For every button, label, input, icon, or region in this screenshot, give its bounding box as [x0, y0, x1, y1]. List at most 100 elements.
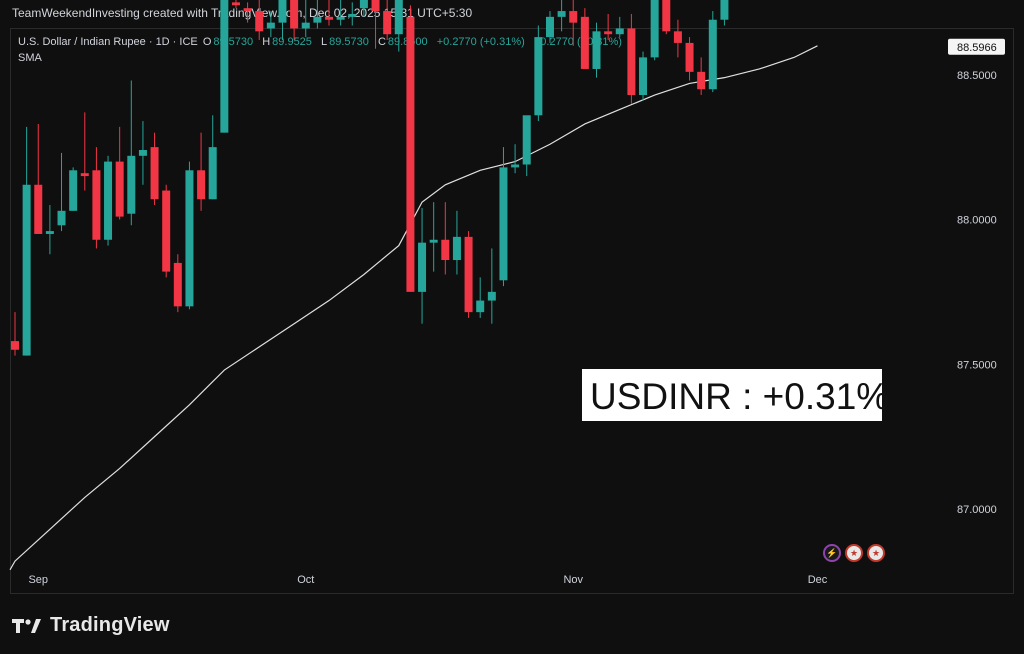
candle[interactable]	[208, 115, 217, 200]
candle[interactable]	[197, 132, 206, 211]
high-label: H	[262, 36, 271, 48]
candle[interactable]	[231, 0, 240, 9]
sma-indicator-label[interactable]: SMA	[18, 52, 42, 64]
candle[interactable]	[127, 80, 136, 226]
candle[interactable]	[534, 25, 543, 122]
candle[interactable]	[278, 0, 287, 41]
candle[interactable]	[138, 121, 147, 185]
candle[interactable]	[604, 13, 613, 41]
candle-body	[522, 115, 531, 165]
candle[interactable]	[80, 112, 89, 191]
candle-body	[138, 150, 147, 156]
candle-body	[57, 210, 66, 226]
candle[interactable]	[394, 0, 403, 52]
attribution-text: TeamWeekendInvesting created with Tradin…	[12, 6, 473, 20]
candle[interactable]	[441, 202, 450, 275]
candle[interactable]	[185, 161, 194, 310]
candle[interactable]	[173, 254, 182, 313]
candle-body	[429, 239, 438, 243]
candle[interactable]	[22, 126, 31, 356]
candle-body	[708, 19, 717, 90]
candle[interactable]	[325, 0, 334, 26]
open-label: O	[202, 36, 212, 48]
candle[interactable]	[34, 123, 43, 234]
candle-body	[197, 170, 206, 200]
candle[interactable]	[150, 132, 159, 206]
candle-body	[662, 0, 671, 32]
event-markers[interactable]: ⚡ ★ ★	[823, 544, 885, 562]
candle[interactable]	[708, 11, 717, 93]
candle[interactable]	[499, 147, 508, 287]
us-flag-icon[interactable]: ★	[867, 544, 885, 562]
candle[interactable]	[557, 0, 566, 32]
candle[interactable]	[662, 0, 671, 35]
candle[interactable]	[476, 277, 485, 318]
brand-footer[interactable]: TradingView	[12, 614, 170, 637]
candle[interactable]	[383, 0, 392, 41]
symbol-name: U.S. Dollar / Indian Rupee · 1D · ICE	[18, 36, 198, 48]
us-flag-icon[interactable]: ★	[845, 544, 863, 562]
candle[interactable]	[92, 147, 101, 249]
annotation-text: USDINR : +0.31%	[590, 376, 889, 417]
candle-body	[545, 16, 554, 38]
candle[interactable]	[639, 51, 648, 101]
candle[interactable]	[650, 0, 659, 61]
candle[interactable]	[545, 11, 554, 43]
candle-body	[452, 236, 461, 261]
candle-body	[231, 2, 240, 6]
candle[interactable]	[115, 126, 124, 220]
candle[interactable]	[429, 202, 438, 272]
candle-body	[627, 28, 636, 96]
candle[interactable]	[685, 37, 694, 81]
candle[interactable]	[359, 0, 368, 17]
sma-price-tag[interactable]	[948, 38, 1005, 55]
candle-body	[371, 0, 380, 12]
candle-body	[208, 147, 217, 200]
candle-body	[406, 16, 415, 292]
candle[interactable]	[371, 0, 380, 49]
candle-body	[220, 0, 229, 133]
chart-panel[interactable]	[10, 28, 1014, 594]
candle[interactable]	[592, 22, 601, 78]
candle[interactable]	[162, 184, 171, 278]
candle[interactable]	[255, 0, 264, 41]
candle[interactable]	[313, 0, 322, 29]
candle-body	[534, 37, 543, 116]
candle[interactable]	[104, 155, 113, 246]
candle[interactable]	[290, 0, 299, 41]
candle[interactable]	[69, 167, 78, 211]
candle[interactable]	[336, 0, 345, 26]
candle[interactable]	[45, 205, 54, 255]
candle[interactable]	[487, 248, 496, 324]
candle[interactable]	[266, 11, 275, 38]
candle[interactable]	[522, 115, 531, 177]
candle-body	[185, 170, 194, 307]
candle-body	[511, 164, 520, 168]
candle-body	[592, 31, 601, 69]
candle[interactable]	[615, 16, 624, 38]
candle[interactable]	[452, 210, 461, 275]
candle[interactable]	[11, 312, 19, 356]
candle[interactable]	[464, 231, 473, 318]
candle[interactable]	[220, 0, 229, 133]
event-lightning-icon[interactable]: ⚡	[823, 544, 841, 562]
candle[interactable]	[511, 144, 520, 174]
candle[interactable]	[580, 8, 589, 69]
candle[interactable]	[301, 0, 310, 38]
candle[interactable]	[720, 0, 729, 26]
annotation-box[interactable]	[582, 369, 882, 421]
candle[interactable]	[57, 152, 66, 232]
candle[interactable]	[406, 5, 415, 292]
candle[interactable]	[243, 2, 252, 23]
candle[interactable]	[418, 207, 427, 324]
candle-body	[266, 22, 275, 29]
candle[interactable]	[697, 57, 706, 96]
close-label: C	[377, 36, 386, 48]
candle[interactable]	[673, 19, 682, 58]
candle[interactable]	[348, 2, 357, 26]
candle-body	[325, 16, 334, 20]
candle[interactable]	[627, 13, 636, 104]
candle-body	[243, 8, 252, 12]
candle[interactable]	[569, 0, 578, 46]
